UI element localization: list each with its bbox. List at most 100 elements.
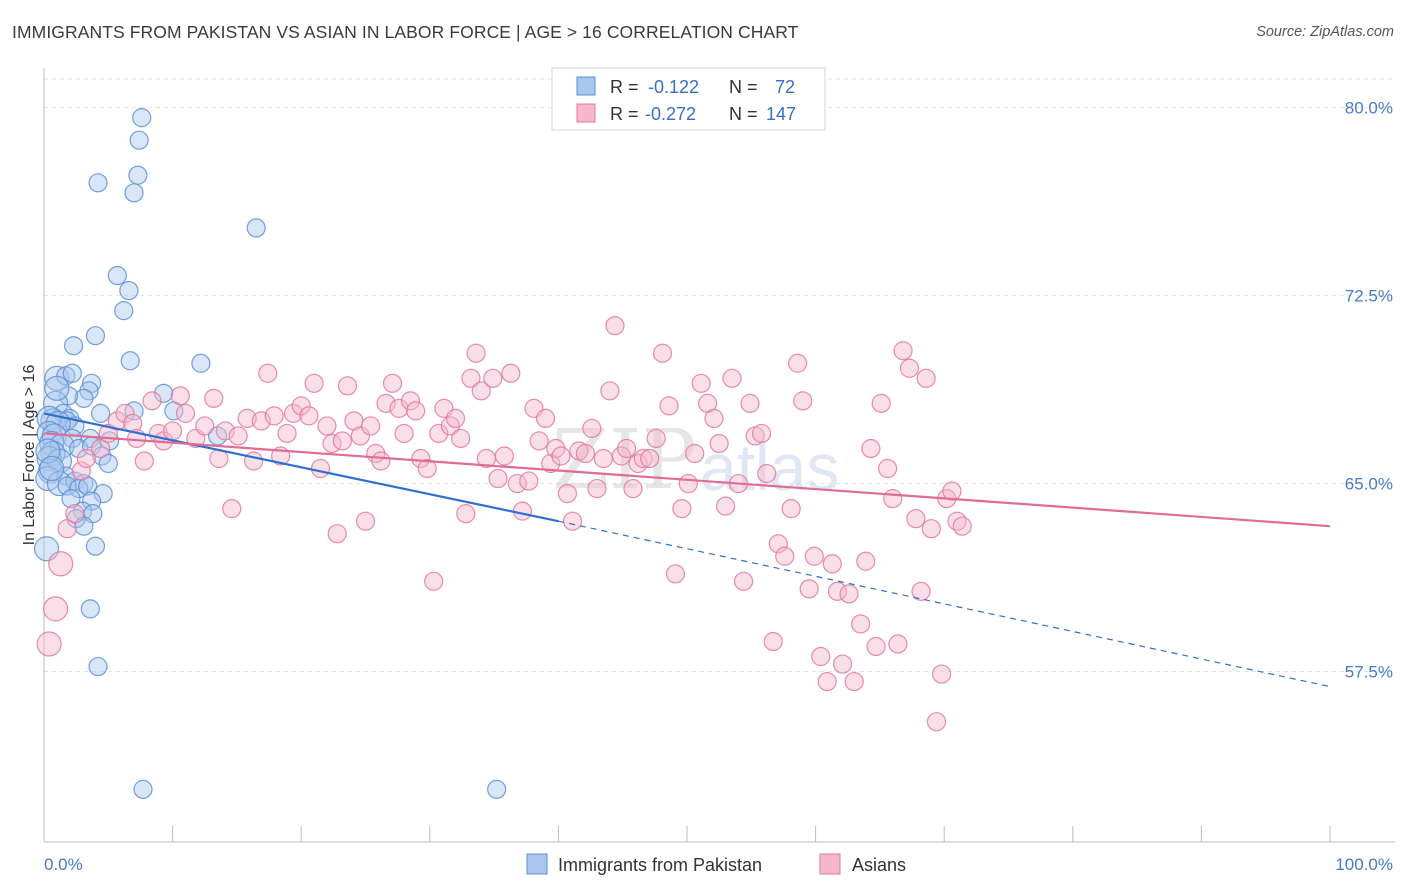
pakistan-point — [63, 336, 84, 356]
asians-point — [763, 631, 783, 652]
asians-point — [921, 519, 941, 539]
asians-point — [251, 411, 271, 431]
asians-point — [916, 368, 936, 388]
pakistan-point — [85, 326, 106, 346]
pakistan-point — [120, 351, 140, 371]
pakistan-point — [98, 453, 118, 474]
chart-title: IMMIGRANTS FROM PAKISTAN VS ASIAN IN LAB… — [12, 22, 799, 42]
asians-point — [445, 408, 466, 429]
asians-point — [382, 373, 403, 393]
asians-point — [678, 473, 698, 494]
asians-point — [277, 423, 297, 444]
pakistan-point — [124, 183, 144, 203]
pakistan-point — [107, 265, 127, 286]
asians-point — [817, 671, 837, 692]
asians-point — [170, 386, 190, 406]
trend-line-pakistan — [43, 412, 559, 523]
asians-point — [222, 499, 242, 519]
asians-point — [691, 373, 711, 393]
asians-point — [768, 534, 788, 554]
asians-point — [709, 433, 729, 454]
asians-point — [204, 388, 224, 408]
asians-point — [471, 381, 491, 401]
asians-point — [456, 504, 476, 524]
asians-point — [822, 554, 842, 574]
pakistan-point — [62, 363, 82, 383]
asians-point — [461, 368, 481, 388]
asians-point — [557, 483, 578, 504]
asians-point — [175, 403, 196, 423]
pakistan-point — [39, 455, 65, 482]
asians-point — [722, 368, 742, 388]
pakistan-point — [129, 130, 149, 150]
asians-point — [616, 438, 637, 459]
stats-legend-swatch-asians — [576, 103, 596, 123]
asians-point — [646, 428, 666, 449]
pakistan-point — [61, 489, 81, 509]
asians-point — [501, 363, 521, 383]
asians-point — [310, 458, 331, 479]
asians-point — [871, 393, 891, 413]
asians-point — [883, 489, 903, 509]
asians-point — [134, 451, 154, 471]
asians-point — [400, 391, 421, 411]
asians-point — [228, 426, 248, 446]
asians-point — [488, 468, 508, 489]
asians-point — [237, 408, 257, 429]
asians-point — [350, 426, 370, 446]
asians-point — [899, 358, 920, 378]
asians-point — [551, 446, 571, 466]
asians-point — [406, 401, 426, 421]
x-tick-label-end: 100.0% — [1335, 855, 1393, 874]
axes-layer — [43, 68, 1395, 843]
pakistan-point — [57, 476, 77, 496]
asians-point — [48, 551, 74, 577]
pakistan-point — [246, 218, 266, 238]
asians-point — [582, 418, 602, 439]
asians-point — [833, 654, 853, 674]
asians-point — [733, 571, 754, 591]
asians-point — [57, 519, 77, 539]
chart-source: Source: ZipAtlas.com — [1256, 24, 1394, 40]
asians-point — [411, 448, 431, 469]
watermark-atlas: atlas — [700, 430, 839, 504]
legend-swatch-asians — [819, 853, 841, 875]
asians-point — [856, 551, 876, 571]
series-asians-points — [36, 316, 972, 732]
asians-point — [704, 408, 724, 429]
asians-point — [751, 423, 772, 444]
asians-point — [593, 448, 614, 469]
asians-point — [361, 416, 381, 436]
asians-point — [775, 546, 795, 566]
asians-point — [623, 478, 643, 499]
asians-point — [942, 481, 962, 501]
asians-point — [519, 471, 539, 491]
asians-point — [633, 448, 653, 469]
asians-point — [264, 406, 284, 426]
pakistan-point — [133, 779, 153, 799]
stats-legend-swatch-pakistan — [576, 76, 596, 96]
asians-point — [757, 463, 777, 484]
y-tick-label: 57.5% — [1345, 663, 1393, 682]
asians-point — [163, 421, 183, 441]
trend-line-asians — [43, 432, 1331, 528]
legend-swatch-pakistan — [526, 853, 548, 875]
asians-point — [605, 316, 625, 336]
pakistan-point — [128, 165, 148, 185]
asians-point — [911, 581, 931, 601]
asians-point — [906, 509, 926, 529]
grid-layer — [44, 78, 1395, 673]
pakistan-point — [88, 173, 108, 193]
y-tick-label: 65.0% — [1345, 475, 1393, 494]
asians-point — [926, 712, 947, 732]
pakistan-point — [81, 373, 102, 393]
asians-point — [541, 453, 561, 474]
asians-point — [417, 458, 437, 479]
asians-point — [507, 473, 527, 494]
bottom-legend: Immigrants from Pakistan Asians — [526, 853, 906, 875]
pakistan-point — [114, 301, 134, 321]
asians-point — [371, 451, 391, 471]
asians-point — [740, 393, 760, 413]
asians-point — [71, 461, 91, 481]
